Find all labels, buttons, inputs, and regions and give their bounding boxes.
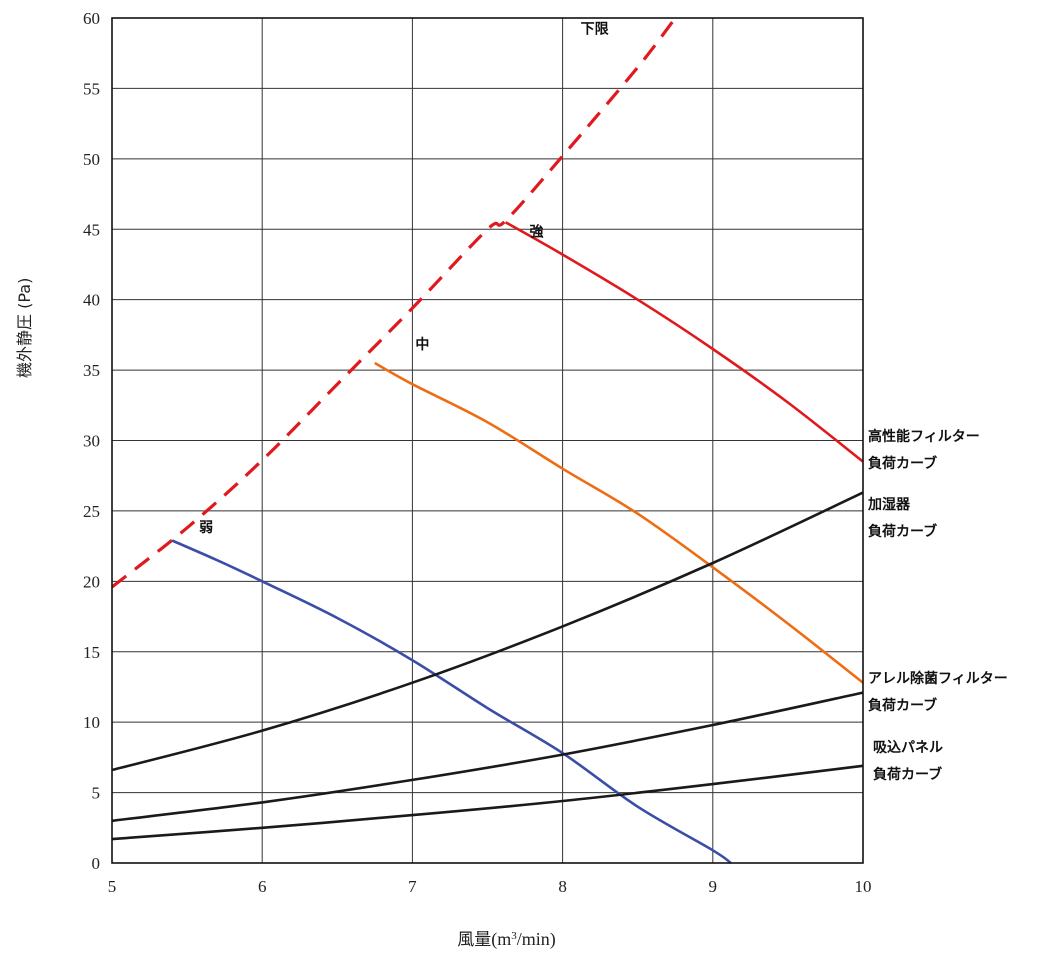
y-tick-label: 55 — [83, 79, 100, 98]
annotation-weak: 弱 — [199, 520, 213, 536]
x-tick-label: 9 — [709, 877, 718, 896]
annotation-medium: 中 — [415, 336, 429, 353]
y-tick-label: 30 — [83, 432, 100, 451]
y-tick-label: 50 — [83, 150, 100, 169]
y-axis-label: 機外静圧 (Pa) — [15, 278, 34, 378]
y-tick-label: 0 — [92, 854, 101, 873]
series-line-1 — [504, 221, 864, 463]
y-tick-label: 20 — [83, 572, 100, 591]
right-label-allergen-line: 負荷カーブ — [868, 697, 937, 714]
y-tick-labels: 0 5 10 15 20 25 30 35 40 45 50 55 60 — [83, 9, 100, 873]
grid-lines — [111, 17, 864, 864]
y-tick-label: 15 — [83, 643, 100, 662]
right-label-humidifier-line: 加湿器 — [867, 497, 911, 513]
right-label-humidifier-line: 負荷カーブ — [868, 523, 937, 540]
x-tick-label: 5 — [108, 877, 117, 896]
y-tick-label: 5 — [92, 784, 101, 803]
series-line-6 — [111, 764, 864, 841]
y-tick-label: 10 — [83, 713, 100, 732]
right-label-hepa-line: 高性能フィルター — [868, 428, 980, 445]
series-line-4 — [111, 491, 864, 772]
right-label-hepa-line: 負荷カーブ — [868, 455, 937, 472]
plot-frame — [111, 17, 864, 864]
y-tick-label: 45 — [83, 220, 100, 239]
x-axis-label: 風量(m3/min) — [457, 929, 556, 950]
right-label-intake-line: 負荷カーブ — [873, 766, 942, 783]
annotation-strong: 強 — [530, 223, 544, 240]
y-tick-label: 40 — [83, 291, 100, 310]
x-tick-labels: 5 6 7 8 9 10 — [108, 877, 872, 896]
y-tick-label: 35 — [83, 361, 100, 380]
annotation-lower_limit: 下限 — [581, 21, 609, 37]
series-line-2 — [374, 361, 864, 684]
series-line-5 — [111, 691, 864, 823]
series-line-3 — [171, 539, 732, 865]
x-tick-label: 7 — [408, 877, 417, 896]
plot-series — [111, 17, 864, 865]
x-tick-label: 8 — [558, 877, 567, 896]
y-tick-label: 60 — [83, 9, 100, 28]
x-tick-label: 10 — [855, 877, 872, 896]
series-line-0 — [111, 17, 677, 589]
right-label-intake-line: 吸込パネル — [873, 739, 943, 756]
curve-right-labels: 高性能フィルター負荷カーブ加湿器負荷カーブアレル除菌フィルター負荷カーブ吸込パネ… — [867, 428, 1008, 783]
x-tick-label: 6 — [258, 877, 267, 896]
right-label-allergen-line: アレル除菌フィルター — [868, 670, 1008, 687]
y-tick-label: 25 — [83, 502, 100, 521]
